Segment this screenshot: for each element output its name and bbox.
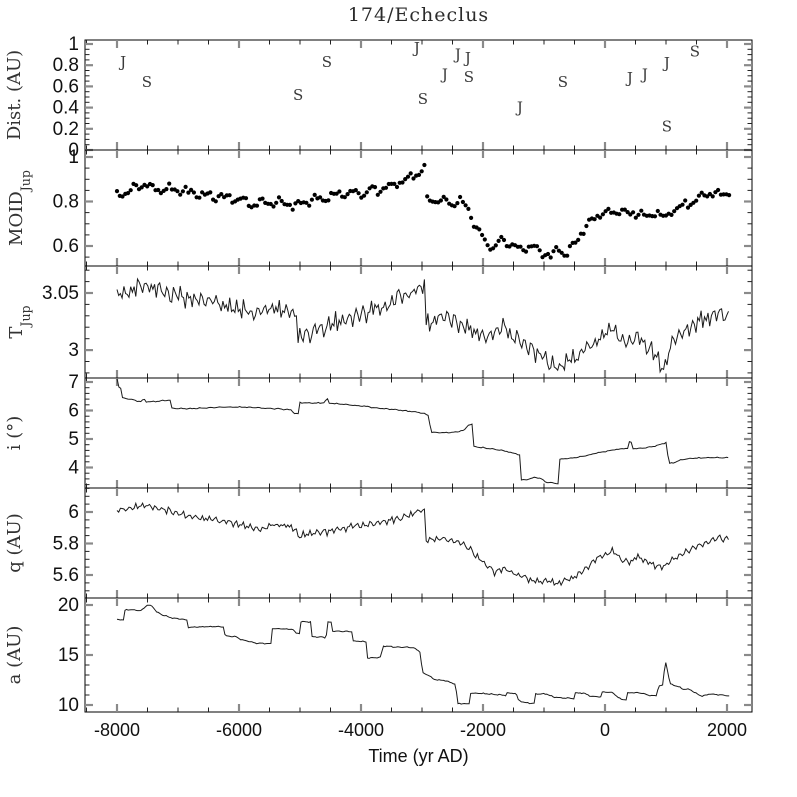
close-approach-letter: S: [293, 86, 303, 104]
ytick-label-dist: 0.6: [53, 76, 79, 97]
close-approach-letter: J: [453, 46, 461, 64]
xtick-label: 2000: [707, 720, 747, 740]
panel-tjup: 3.05 3 TJup: [6, 265, 753, 379]
ytick-label-incl: 6: [68, 400, 79, 421]
close-approach-letter: J: [412, 39, 420, 57]
ytick-label-moid: 0.8: [53, 192, 79, 213]
ytick-label-q: 5.8: [53, 534, 79, 555]
ytick-label-incl: 7: [68, 372, 79, 393]
panel-data-moid: [114, 162, 732, 260]
close-approach-letter: S: [662, 118, 672, 136]
x-axis-title: Time (yr AD): [368, 746, 469, 766]
ytick-label-incl: 4: [68, 458, 79, 479]
close-approach-letter: S: [690, 42, 700, 60]
close-approach-letter: J: [515, 99, 523, 117]
panel-frame: [84, 265, 753, 379]
xtick-label: -2000: [460, 720, 506, 740]
xtick-label: -8000: [94, 720, 140, 740]
panel-frame: [84, 377, 753, 489]
panel-data-a: [116, 604, 730, 705]
close-approach-letter: S: [142, 73, 152, 91]
panel-data-incl: [116, 378, 729, 485]
panel-frame: [84, 597, 753, 713]
ytick-label-dist: 0: [68, 140, 79, 161]
close-approach-letter: J: [440, 66, 448, 84]
y-axis-title-incl: i (°): [4, 416, 25, 451]
panel-a: 20 15 10 a (AU) -8000 -6000 -4000 -2000 0 2000: [4, 595, 753, 740]
y-axis-title-q: q (AU): [4, 513, 25, 572]
panel-data-tjup: [116, 277, 729, 374]
figure-title: 174/Echeclus: [347, 4, 490, 26]
ytick-label-tjup: 3.05: [42, 283, 79, 304]
ytick-label-dist: 1: [68, 34, 79, 55]
ytick-label-a: 15: [58, 645, 79, 666]
ytick-label-moid: 1: [68, 147, 79, 168]
close-approach-letter: J: [625, 69, 633, 87]
panel-q: 6 5.8 5.6 q (AU): [4, 487, 753, 599]
y-axis-title-a: a (AU): [4, 626, 25, 685]
ytick-label-dist: 0.2: [53, 119, 79, 140]
y-axis-title-dist: Dist. (AU): [4, 50, 25, 140]
ytick-label-q: 6: [68, 502, 79, 523]
xtick-label: -6000: [216, 720, 262, 740]
panel-data-q: [116, 501, 729, 587]
close-approach-letter: S: [464, 68, 474, 86]
ytick-label-tjup: 3: [68, 340, 79, 361]
close-approach-letter: J: [463, 49, 471, 67]
close-approach-letter: J: [640, 66, 648, 84]
ytick-label-dist: 0.4: [53, 98, 80, 119]
y-axis-title-tjup: TJup: [6, 305, 33, 338]
ytick-label-a: 20: [58, 595, 79, 616]
ytick-label-q: 5.6: [53, 565, 79, 586]
close-approach-letter: J: [118, 53, 126, 71]
close-approach-letter: J: [662, 54, 670, 72]
ytick-label-incl: 5: [68, 429, 79, 450]
xtick-label: -4000: [338, 720, 384, 740]
close-approach-letter: S: [418, 90, 428, 108]
close-approach-letter: S: [558, 73, 568, 91]
ytick-label-moid: 0.6: [53, 236, 79, 257]
xtick-label: 0: [600, 720, 610, 740]
panel-frame: [84, 149, 753, 267]
close-approach-letter: S: [322, 53, 332, 71]
ytick-label-a: 10: [58, 695, 79, 716]
y-axis-title-moid: MOIDJup: [6, 170, 33, 246]
panel-moid: 1 0.8 0.6 MOIDJup: [6, 147, 753, 267]
ytick-label-dist: 0.8: [53, 55, 79, 76]
panel-incl: 7 6 5 4 i (°): [4, 372, 753, 489]
panel-frame: [84, 487, 753, 599]
